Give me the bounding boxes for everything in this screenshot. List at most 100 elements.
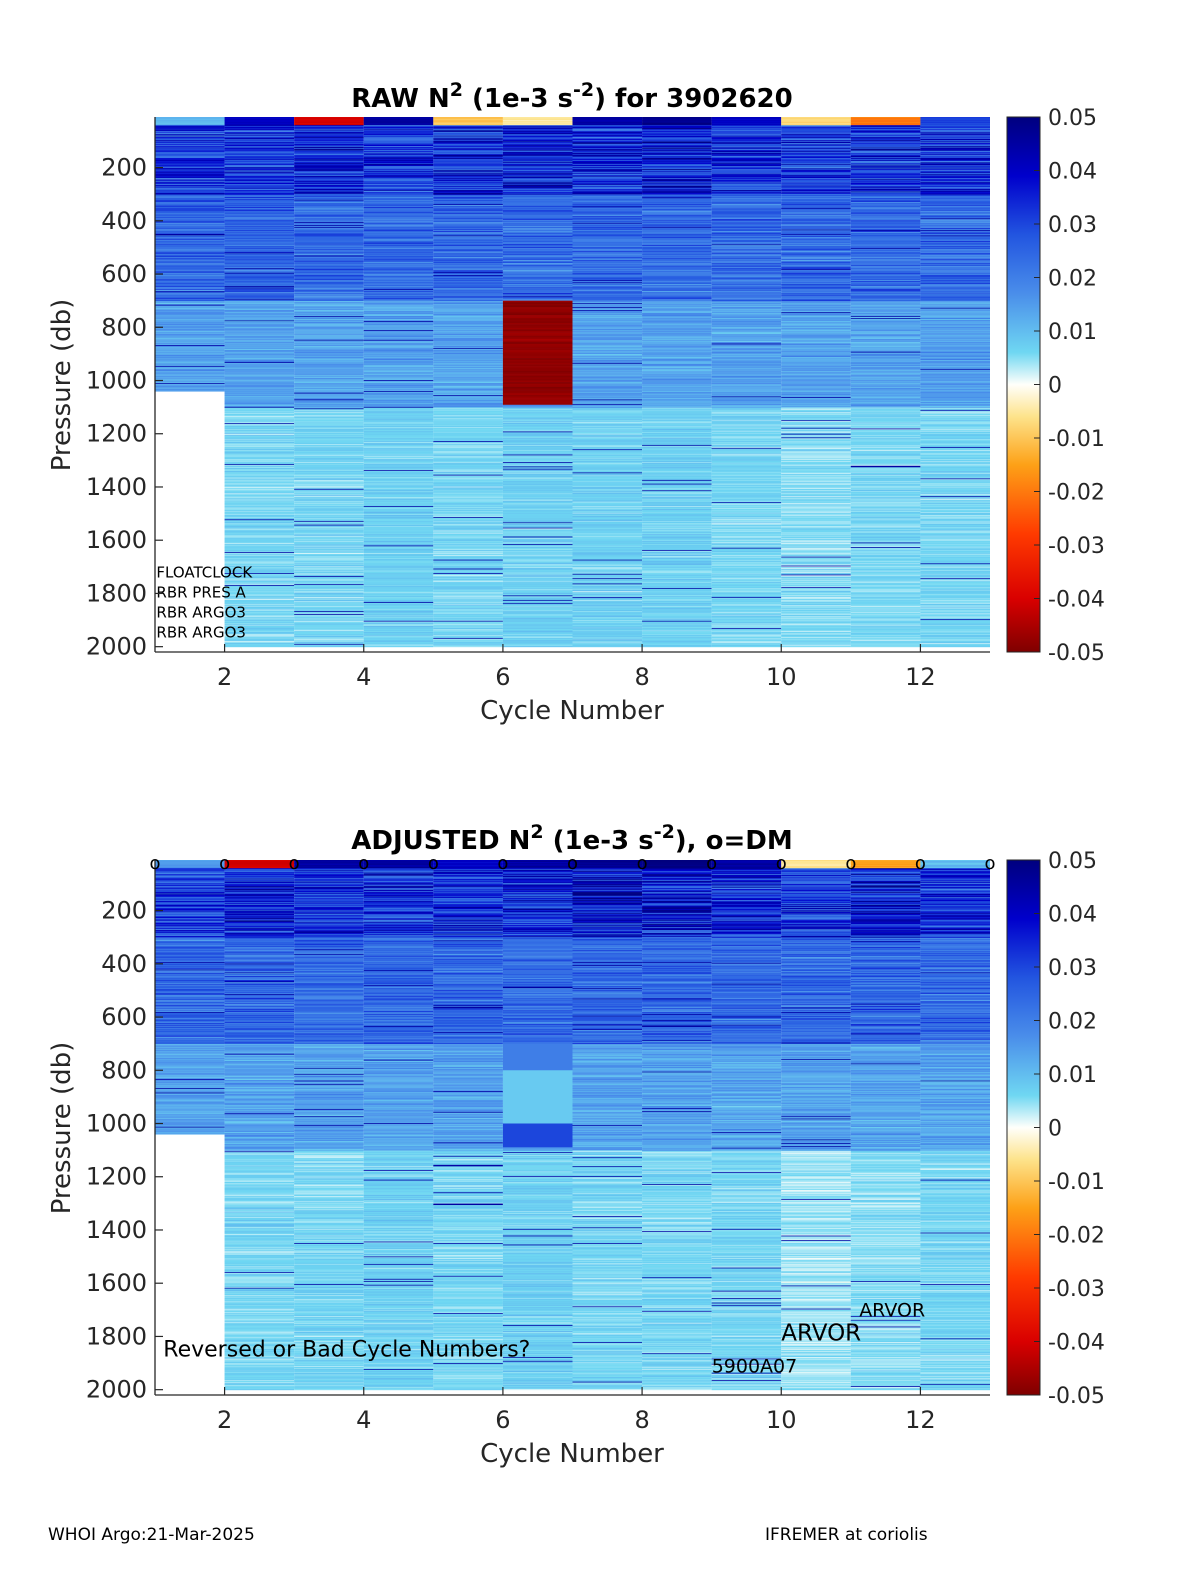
stripe — [155, 281, 225, 283]
stripe — [363, 146, 434, 148]
stripe — [155, 254, 225, 256]
stripe — [224, 161, 295, 163]
stripe — [294, 385, 364, 387]
stripe — [224, 500, 295, 502]
stripe — [433, 241, 503, 243]
stripe — [363, 510, 434, 512]
stripe — [433, 179, 503, 181]
stripe — [294, 640, 364, 642]
stripe — [433, 203, 503, 205]
stripe — [294, 524, 364, 526]
stripe — [294, 144, 364, 146]
stripe — [294, 605, 364, 607]
stripe — [433, 374, 503, 376]
stripe — [294, 417, 364, 419]
stripe — [294, 118, 364, 120]
stripe — [294, 526, 364, 528]
stripe — [433, 294, 503, 296]
stripe — [433, 404, 503, 406]
stripe — [294, 639, 364, 641]
stripe — [363, 559, 434, 561]
stripe — [294, 196, 364, 198]
stripe — [155, 136, 225, 138]
stripe — [363, 327, 434, 329]
stripe — [363, 341, 434, 343]
stripe — [155, 142, 225, 144]
stripe — [155, 137, 225, 139]
stripe — [363, 571, 434, 573]
stripe — [294, 561, 364, 563]
stripe — [363, 204, 434, 206]
stripe — [294, 404, 364, 406]
stripe — [433, 139, 503, 141]
stripe — [224, 588, 295, 590]
stripe — [224, 172, 295, 174]
stripe — [433, 296, 503, 298]
stripe — [155, 216, 225, 218]
stripe — [363, 477, 434, 479]
stripe — [433, 152, 503, 154]
stripe — [363, 150, 434, 152]
stripe — [363, 280, 434, 283]
stripe — [294, 258, 364, 260]
stripe — [433, 275, 503, 277]
stripe — [294, 472, 364, 474]
stripe — [294, 218, 364, 220]
stripe — [363, 381, 434, 383]
stripe — [363, 496, 434, 498]
stripe — [433, 392, 503, 394]
stripe — [294, 586, 364, 588]
stripe — [294, 243, 364, 245]
stripe — [363, 180, 434, 182]
stripe — [294, 608, 364, 610]
stripe — [224, 160, 295, 162]
stripe — [363, 276, 434, 278]
stripe — [433, 396, 503, 398]
stripe — [294, 233, 364, 235]
stripe — [294, 128, 364, 130]
raw-n2-panel: RAW N2 (1e-3 s-2) for 3902620 FLOATCLOCK… — [47, 79, 1105, 726]
stripe — [294, 371, 364, 373]
stripe — [363, 121, 434, 123]
stripe — [363, 153, 434, 155]
stripe — [363, 126, 434, 128]
stripe — [155, 140, 225, 142]
stripe — [294, 287, 364, 289]
stripe — [363, 399, 434, 401]
stripe — [155, 381, 225, 383]
stripe — [363, 257, 434, 259]
stripe — [294, 526, 364, 528]
stripe — [224, 338, 295, 340]
stripe — [433, 119, 503, 122]
stripe — [363, 365, 434, 367]
stripe — [294, 449, 364, 451]
stripe — [363, 591, 434, 593]
stripe — [363, 437, 434, 439]
stripe — [294, 292, 364, 294]
stripe — [155, 322, 225, 324]
stripe — [294, 254, 364, 256]
stripe — [155, 310, 225, 312]
stripe — [294, 517, 364, 519]
stripe — [224, 339, 295, 341]
stripe — [224, 368, 295, 370]
stripe — [363, 449, 434, 451]
stripe — [224, 284, 295, 286]
stripe — [224, 372, 295, 374]
stripe — [363, 163, 434, 165]
stripe — [363, 418, 434, 420]
stripe — [294, 594, 364, 596]
stripe — [224, 635, 295, 637]
stripe — [363, 556, 434, 558]
stripe — [433, 378, 503, 380]
stripe — [363, 230, 434, 232]
stripe — [363, 219, 434, 221]
stripe — [224, 523, 295, 525]
stripe — [433, 407, 503, 409]
stripe — [363, 442, 434, 444]
stripe — [155, 248, 225, 250]
stripe — [363, 462, 434, 464]
stripe — [155, 319, 225, 321]
stripe — [433, 335, 503, 337]
stripe — [224, 514, 295, 517]
